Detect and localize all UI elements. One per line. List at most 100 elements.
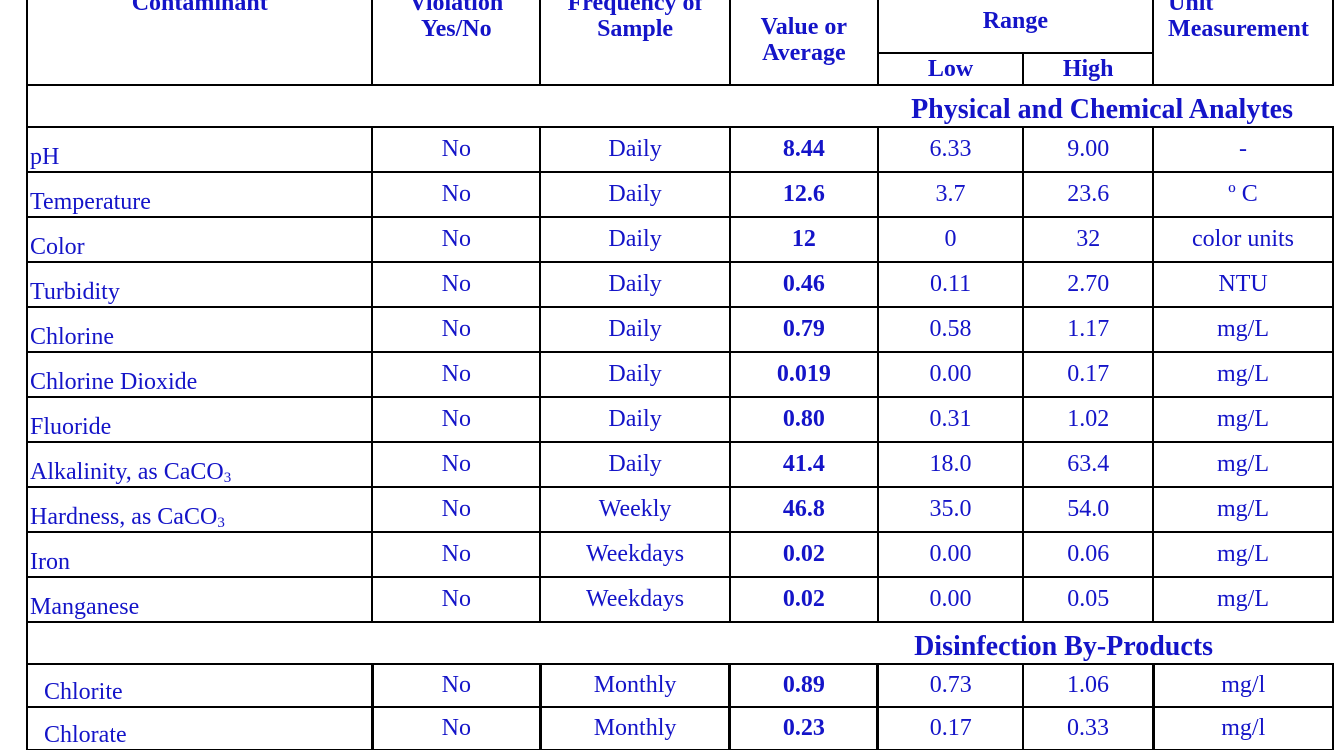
unit-cell: color units <box>1152 216 1334 263</box>
unit-cell: mg/L <box>1152 441 1334 488</box>
low-cell: 6.33 <box>876 126 1025 173</box>
table-row: Chlorine Dioxide No Daily 0.019 0.00 0.1… <box>25 351 1334 398</box>
header-value: Value or Average <box>728 0 879 86</box>
frequency-cell: Daily <box>539 441 731 488</box>
value-cell: 12 <box>728 216 879 263</box>
table-row: Turbidity No Daily 0.46 0.11 2.70 NTU <box>25 261 1334 308</box>
high-cell: 1.17 <box>1022 306 1155 353</box>
violation-cell: No <box>371 261 542 308</box>
low-cell: 0.58 <box>876 306 1025 353</box>
frequency-cell: Weekly <box>539 486 731 533</box>
high-cell: 1.02 <box>1022 396 1155 443</box>
section-title-physical-chemical: Physical and Chemical Analytes <box>26 84 1333 128</box>
contaminant-name: Temperature <box>25 171 374 218</box>
table-row: Manganese No Weekdays 0.02 0.00 0.05 mg/… <box>25 576 1334 623</box>
unit-cell: NTU <box>1152 261 1334 308</box>
low-cell: 3.7 <box>876 171 1025 218</box>
frequency-cell: Monthly <box>538 663 731 708</box>
header-high: High <box>1022 52 1155 86</box>
high-cell: 23.6 <box>1022 171 1155 218</box>
contaminant-name: Color <box>25 216 374 263</box>
high-cell: 2.70 <box>1022 261 1155 308</box>
value-cell: 8.44 <box>728 126 879 173</box>
violation-cell: No <box>371 126 542 173</box>
unit-cell: mg/L <box>1152 351 1334 398</box>
low-cell: 0.73 <box>876 663 1025 708</box>
table-row: Chlorate No Monthly 0.23 0.17 0.33 mg/l <box>25 706 1334 750</box>
value-cell: 0.019 <box>728 351 879 398</box>
low-cell: 0 <box>876 216 1025 263</box>
value-cell: 0.80 <box>728 396 879 443</box>
table-row: Iron No Weekdays 0.02 0.00 0.06 mg/L <box>25 531 1334 578</box>
frequency-cell: Daily <box>539 126 731 173</box>
frequency-cell: Daily <box>539 306 731 353</box>
violation-cell: No <box>371 531 542 578</box>
unit-cell: mg/l <box>1151 706 1334 750</box>
unit-cell: mg/L <box>1152 306 1334 353</box>
unit-cell: mg/L <box>1152 396 1334 443</box>
value-cell: 0.02 <box>728 531 879 578</box>
contaminant-name: Hardness, as CaCO3 <box>25 486 374 533</box>
frequency-cell: Daily <box>539 396 731 443</box>
table-body: Physical and Chemical Analytes pH No Dai… <box>25 84 1334 750</box>
violation-cell: No <box>370 706 542 750</box>
contaminant-name: Turbidity <box>25 261 374 308</box>
header-low: Low <box>876 52 1025 86</box>
violation-cell: No <box>371 171 542 218</box>
frequency-cell: Weekdays <box>539 576 731 623</box>
unit-cell: º C <box>1152 171 1334 218</box>
violation-cell: No <box>371 576 542 623</box>
value-cell: 12.6 <box>728 171 879 218</box>
high-cell: 9.00 <box>1022 126 1155 173</box>
table-row: Color No Daily 12 0 32 color units <box>25 216 1334 263</box>
value-cell: 0.02 <box>728 576 879 623</box>
header-frequency: Frequency of Sample <box>539 0 731 86</box>
value-cell: 0.89 <box>728 663 879 708</box>
water-quality-table: Contaminant Violation Yes/No Frequency o… <box>25 0 1334 750</box>
table-row: Fluoride No Daily 0.80 0.31 1.02 mg/L <box>25 396 1334 443</box>
violation-cell: No <box>371 216 542 263</box>
table-row: Alkalinity, as CaCO3 No Daily 41.4 18.0 … <box>25 441 1334 488</box>
value-cell: 0.79 <box>728 306 879 353</box>
low-cell: 0.00 <box>876 531 1025 578</box>
low-cell: 0.00 <box>876 576 1025 623</box>
table-row: Hardness, as CaCO3 No Weekly 46.8 35.0 5… <box>25 486 1334 533</box>
violation-cell: No <box>371 441 542 488</box>
contaminant-name: Iron <box>25 531 374 578</box>
unit-cell: mg/L <box>1152 486 1334 533</box>
contaminant-name: Fluoride <box>25 396 374 443</box>
table-row: pH No Daily 8.44 6.33 9.00 - <box>25 126 1334 173</box>
high-cell: 1.06 <box>1022 663 1155 708</box>
value-cell: 46.8 <box>728 486 879 533</box>
unit-cell: mg/l <box>1151 663 1334 708</box>
high-cell: 0.33 <box>1022 706 1155 750</box>
value-cell: 0.23 <box>728 706 879 750</box>
frequency-cell: Monthly <box>538 706 731 750</box>
violation-cell: No <box>370 663 542 708</box>
high-cell: 54.0 <box>1022 486 1155 533</box>
high-cell: 0.06 <box>1022 531 1155 578</box>
violation-cell: No <box>371 351 542 398</box>
unit-cell: - <box>1152 126 1334 173</box>
contaminant-name: Chlorine Dioxide <box>25 351 374 398</box>
table-row: Chlorine No Daily 0.79 0.58 1.17 mg/L <box>25 306 1334 353</box>
contaminant-name: Chlorine <box>25 306 374 353</box>
high-cell: 0.17 <box>1022 351 1155 398</box>
frequency-cell: Daily <box>539 261 731 308</box>
value-cell: 0.46 <box>728 261 879 308</box>
unit-cell: mg/L <box>1152 531 1334 578</box>
value-cell: 41.4 <box>728 441 879 488</box>
frequency-cell: Weekdays <box>539 531 731 578</box>
violation-cell: No <box>371 306 542 353</box>
table-header: Contaminant Violation Yes/No Frequency o… <box>25 0 1334 86</box>
high-cell: 0.05 <box>1022 576 1155 623</box>
contaminant-name: Manganese <box>25 576 374 623</box>
header-unit: Unit Measurement <box>1152 0 1334 86</box>
low-cell: 18.0 <box>876 441 1025 488</box>
contaminant-name: Chlorate <box>25 706 374 750</box>
unit-cell: mg/L <box>1152 576 1334 623</box>
low-cell: 0.00 <box>876 351 1025 398</box>
violation-cell: No <box>371 396 542 443</box>
high-cell: 32 <box>1022 216 1155 263</box>
